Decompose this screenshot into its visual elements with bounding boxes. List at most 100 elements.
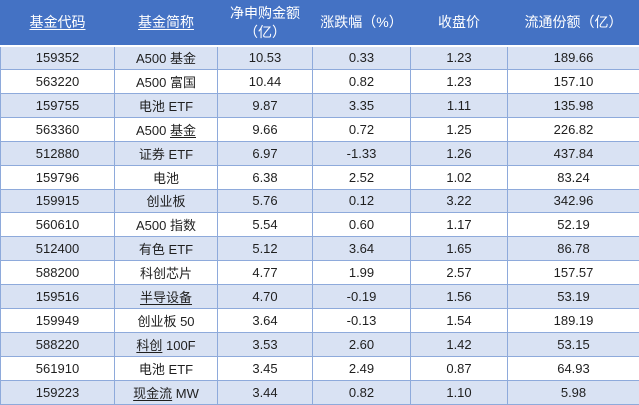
cell-float-shares: 157.57 [507,260,639,286]
cell-net-subscription: 9.87 [217,92,313,118]
cell-close-price: 1.65 [410,236,508,262]
header-fund-code-label: 基金代码 [29,14,86,31]
cell-float-shares: 5.98 [507,379,639,405]
cell-change-pct: 3.35 [312,92,411,118]
cell-net-subscription: 10.53 [217,45,313,70]
cell-net-subscription: 5.12 [217,236,313,262]
cell-change-pct: 0.82 [312,68,411,94]
cell-change-pct: 0.72 [312,116,411,142]
cell-fund-name: 创业板 50 [114,308,218,334]
cell-float-shares: 52.19 [507,212,639,238]
cell-close-price: 1.11 [410,92,508,118]
table-row: 159796 电池 6.38 2.52 1.02 83.24 [0,164,639,190]
table-row: 159949 创业板 50 3.64 -0.13 1.54 189.19 [0,308,639,334]
cell-float-shares: 189.19 [507,308,639,334]
table-row: 560610 A500 指数 5.54 0.60 1.17 52.19 [0,212,639,238]
cell-fund-name: 半导设备 [114,284,218,310]
cell-fund-code: 159516 [0,284,115,310]
cell-fund-code: 512880 [0,140,115,166]
cell-close-price: 2.57 [410,260,508,286]
cell-float-shares: 157.10 [507,68,639,94]
header-close-price: 收盘价 [410,0,508,47]
cell-change-pct: -0.13 [312,308,411,334]
cell-net-subscription: 5.76 [217,188,313,214]
cell-close-price: 1.42 [410,332,508,357]
header-fund-code: 基金代码 [0,0,115,47]
cell-net-subscription: 3.45 [217,355,313,381]
cell-close-price: 1.02 [410,164,508,190]
cell-float-shares: 342.96 [507,188,639,214]
header-fund-name: 基金简称 [114,0,218,47]
cell-fund-code: 159352 [0,45,115,70]
table-row: 159223 现金流 MW 3.44 0.82 1.10 5.98 [0,379,639,405]
cell-fund-name: 电池 ETF [114,92,218,118]
cell-close-price: 1.23 [410,45,508,70]
cell-change-pct: 0.82 [312,379,411,405]
cell-fund-name: A500 基金 [114,116,218,142]
cell-close-price: 1.26 [410,140,508,166]
cell-fund-name: A500 指数 [114,212,218,238]
cell-float-shares: 86.78 [507,236,639,262]
cell-net-subscription: 3.64 [217,308,313,334]
cell-close-price: 1.56 [410,284,508,310]
cell-close-price: 0.87 [410,355,508,381]
header-fund-name-label: 基金简称 [138,14,194,31]
cell-net-subscription: 9.66 [217,116,313,142]
cell-fund-code: 159796 [0,164,115,190]
cell-change-pct: 1.99 [312,260,411,286]
cell-fund-code: 588200 [0,260,115,286]
header-net-subscription-label: 净申购金额（亿） [230,4,300,40]
table-row: 512880 证券 ETF 6.97 -1.33 1.26 437.84 [0,140,639,166]
table-row: 159915 创业板 5.76 0.12 3.22 342.96 [0,188,639,214]
cell-change-pct: 0.60 [312,212,411,238]
cell-float-shares: 437.84 [507,140,639,166]
cell-fund-name: 电池 [114,164,218,190]
cell-fund-code: 561910 [0,355,115,381]
table-row: 512400 有色 ETF 5.12 3.64 1.65 86.78 [0,236,639,262]
cell-fund-name: 电池 ETF [114,355,218,381]
cell-fund-code: 560610 [0,212,115,238]
cell-close-price: 1.17 [410,212,508,238]
cell-change-pct: 0.12 [312,188,411,214]
cell-fund-name: A500 富国 [114,68,218,94]
table-row: 159516 半导设备 4.70 -0.19 1.56 53.19 [0,284,639,310]
header-change-pct: 涨跌幅（%） [312,0,411,47]
cell-fund-code: 159949 [0,308,115,334]
cell-fund-code: 159755 [0,92,115,118]
cell-fund-code: 563220 [0,68,115,94]
cell-fund-code: 563360 [0,116,115,142]
cell-net-subscription: 4.70 [217,284,313,310]
cell-close-price: 1.10 [410,379,508,405]
fund-table-header: 基金代码 基金简称 净申购金额（亿） 涨跌幅（%） 收盘价 流通份额（亿） [0,0,639,47]
table-row: 563360 A500 基金 9.66 0.72 1.25 226.82 [0,116,639,142]
cell-fund-name: A500 基金 [114,45,218,70]
cell-net-subscription: 5.54 [217,212,313,238]
header-row: 基金代码 基金简称 净申购金额（亿） 涨跌幅（%） 收盘价 流通份额（亿） [0,0,639,47]
cell-change-pct: 2.52 [312,164,411,190]
cell-change-pct: 2.49 [312,355,411,381]
cell-close-price: 3.22 [410,188,508,214]
cell-net-subscription: 3.53 [217,332,313,357]
cell-float-shares: 226.82 [507,116,639,142]
fund-table-body: 159352 A500 基金 10.53 0.33 1.23 189.66 563220 A5… [0,45,639,405]
cell-fund-code: 588220 [0,332,115,357]
header-float-shares: 流通份额（亿） [507,0,639,47]
table-row: 561910 电池 ETF 3.45 2.49 0.87 64.93 [0,355,639,381]
cell-close-price: 1.23 [410,68,508,94]
cell-float-shares: 53.15 [507,332,639,357]
table-row: 159352 A500 基金 10.53 0.33 1.23 189.66 [0,45,639,70]
cell-float-shares: 135.98 [507,92,639,118]
cell-net-subscription: 4.77 [217,260,313,286]
table-row: 159755 电池 ETF 9.87 3.35 1.11 135.98 [0,92,639,118]
cell-net-subscription: 3.44 [217,379,313,405]
cell-net-subscription: 6.38 [217,164,313,190]
table-row: 588200 科创芯片 4.77 1.99 2.57 157.57 [0,260,639,286]
table-row: 588220 科创 100F 3.53 2.60 1.42 53.15 [0,332,639,357]
cell-change-pct: -1.33 [312,140,411,166]
cell-fund-name: 证券 ETF [114,140,218,166]
cell-change-pct: 3.64 [312,236,411,262]
cell-float-shares: 83.24 [507,164,639,190]
cell-fund-code: 512400 [0,236,115,262]
header-net-subscription: 净申购金额（亿） [217,0,313,47]
